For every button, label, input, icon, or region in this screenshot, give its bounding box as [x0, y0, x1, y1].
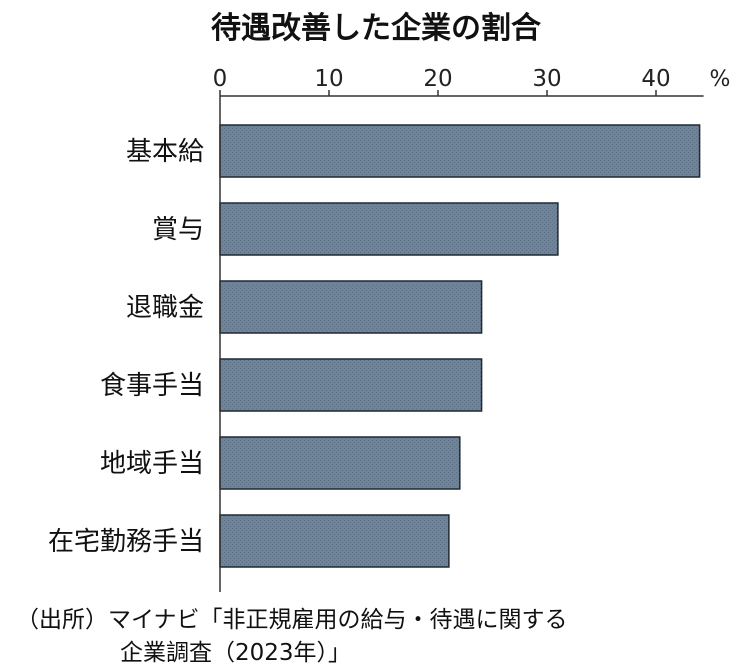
category-label: 賞与	[152, 215, 204, 245]
bar	[219, 124, 701, 178]
source-note-line-1: （出所）マイナビ「非正規雇用の給与・待遇に関する	[16, 607, 568, 633]
bar	[219, 358, 483, 412]
bar	[219, 202, 559, 256]
x-tick-label: 20	[423, 66, 452, 92]
x-axis-unit: %	[710, 67, 731, 92]
category-label: 基本給	[126, 137, 204, 167]
category-label: 在宅勤務手当	[48, 527, 204, 557]
chart-title: 待遇改善した企業の割合	[211, 11, 541, 46]
category-label: 退職金	[126, 293, 204, 323]
x-tick-label: 0	[213, 66, 228, 92]
x-axis-tick-marks	[219, 90, 657, 96]
category-label: 食事手当	[100, 371, 204, 401]
bar	[219, 280, 483, 334]
bar	[219, 514, 450, 568]
source-note-line-2: 企業調査（2023年）」	[120, 640, 351, 666]
x-tick-label: 30	[532, 66, 561, 92]
category-label: 地域手当	[100, 449, 204, 479]
x-axis-tick-labels: 0 10 20 30 40	[213, 66, 671, 92]
bars	[219, 124, 701, 568]
bar	[219, 436, 461, 490]
x-tick-label: 40	[641, 66, 670, 92]
x-tick-label: 10	[314, 66, 343, 92]
